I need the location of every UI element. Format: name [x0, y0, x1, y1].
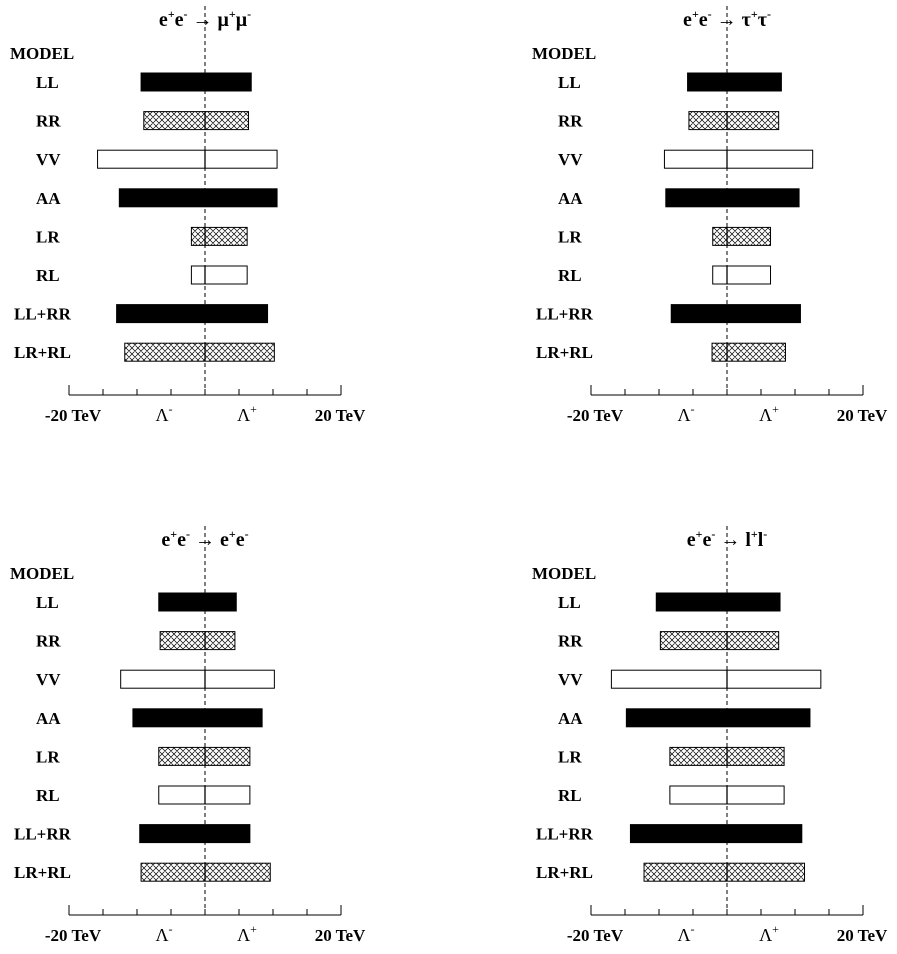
category-label: RR [36, 112, 61, 131]
limit-bar-lr-rl [124, 342, 275, 362]
category-label: VV [36, 670, 61, 689]
tick-label-right: 20 TeV [837, 926, 888, 945]
category-label: RL [558, 266, 582, 285]
category-label: LR [558, 227, 582, 246]
limit-bar-ll-rr [629, 824, 803, 844]
model-header: MODEL [10, 564, 74, 583]
limit-bar-vv [610, 669, 822, 689]
limit-bar-ll [158, 592, 237, 612]
category-label: LR [558, 747, 582, 766]
limit-bar-vv [97, 149, 278, 169]
limit-bar-aa [118, 188, 278, 208]
limit-bar-lr-rl [140, 862, 271, 882]
limit-bar-lr [712, 226, 772, 246]
chart-panel-2: e+e- → τ+τ-MODELLLRRVVAALRRLLL+RRLR+RL-2… [532, 6, 888, 425]
model-header: MODEL [532, 564, 596, 583]
limit-bar-rr [159, 631, 236, 651]
tick-label-lambda-minus: Λ- [155, 402, 172, 425]
category-label: LR+RL [536, 863, 593, 882]
category-label: VV [558, 150, 583, 169]
category-label: LL [36, 73, 59, 92]
category-label: LL [36, 593, 59, 612]
limit-bar-lr-rl [711, 342, 786, 362]
category-label: LL+RR [536, 825, 594, 844]
category-label: RR [558, 112, 583, 131]
tick-label-left: -20 TeV [567, 926, 624, 945]
tick-label-left: -20 TeV [45, 926, 102, 945]
tick-label-lambda-minus: Λ- [155, 922, 172, 945]
chart-title: e+e- → μ+μ- [159, 7, 251, 31]
limit-bar-lr-rl [643, 862, 806, 882]
limit-bar-vv [663, 149, 814, 169]
category-label: LL+RR [536, 305, 594, 324]
limit-bar-rr [688, 111, 780, 131]
tick-label-lambda-plus: Λ+ [237, 922, 257, 945]
limit-bar-rl [712, 265, 772, 285]
category-label: AA [36, 709, 61, 728]
limit-bar-aa [625, 708, 811, 728]
category-label: RR [36, 632, 61, 651]
category-label: RL [558, 786, 582, 805]
chart-panel-4: e+e- → l+l- MODEL LL RR VV AA LR RL LL+RR LR+RL -2… [532, 526, 888, 945]
tick-label-lambda-minus: Λ- [677, 402, 694, 425]
limit-bar-lr [158, 746, 251, 766]
model-header: MODEL [10, 44, 74, 63]
tick-label-right: 20 TeV [315, 406, 366, 425]
category-label: LL+RR [14, 825, 72, 844]
category-label: AA [36, 189, 61, 208]
limit-bar-ll-rr [670, 304, 801, 324]
tick-label-lambda-minus: Λ- [677, 922, 694, 945]
tick-label-lambda-plus: Λ+ [759, 922, 779, 945]
chart-panel-3: e+e- → e+e- MODEL LL RR VV AA LR RL LL+RR LR+RL -2… [10, 526, 366, 945]
tick-label-lambda-plus: Λ+ [759, 402, 779, 425]
category-label: RR [558, 632, 583, 651]
chart-title: e+e- → e+e- [161, 527, 248, 551]
category-label: LL [558, 73, 581, 92]
category-label: LR [36, 227, 60, 246]
category-label: LL [558, 593, 581, 612]
tick-label-right: 20 TeV [837, 406, 888, 425]
category-label: LR+RL [536, 343, 593, 362]
category-label: RL [36, 786, 60, 805]
chart-panel-1: e+e- → μ+μ- MODEL LL RR VV AA LR RL LL+RR LR+RL -2… [10, 6, 366, 425]
category-label: RL [36, 266, 60, 285]
category-label: LR+RL [14, 863, 71, 882]
limit-bar-vv [120, 669, 275, 689]
category-label: LR+RL [14, 343, 71, 362]
limit-bar-ll-rr [116, 304, 269, 324]
limit-bar-rr [143, 111, 250, 131]
limit-bar-rl [190, 265, 248, 285]
category-label: AA [558, 189, 583, 208]
limit-bar-ll-rr [139, 824, 251, 844]
category-label: AA [558, 709, 583, 728]
limit-bar-rl [158, 785, 251, 805]
limit-bar-aa [665, 188, 800, 208]
limit-bar-rr [659, 631, 780, 651]
limit-bar-aa [132, 708, 263, 728]
limit-bar-ll [687, 72, 782, 92]
category-label: VV [36, 150, 61, 169]
limit-bar-ll [655, 592, 781, 612]
model-header: MODEL [532, 44, 596, 63]
category-label: LL+RR [14, 305, 72, 324]
tick-label-lambda-plus: Λ+ [237, 402, 257, 425]
tick-label-left: -20 TeV [45, 406, 102, 425]
chart-title: e+e- → l+l- [687, 527, 768, 551]
limit-bar-ll [140, 72, 252, 92]
limit-bar-lr [190, 226, 248, 246]
tick-label-left: -20 TeV [567, 406, 624, 425]
category-label: VV [558, 670, 583, 689]
tick-label-right: 20 TeV [315, 926, 366, 945]
category-label: LR [36, 747, 60, 766]
